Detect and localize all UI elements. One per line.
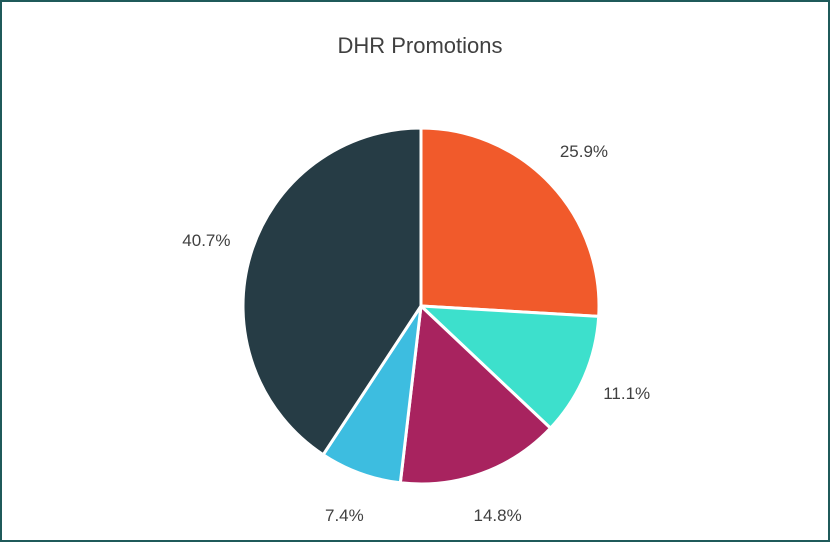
data-label: 25.9%	[560, 142, 608, 161]
data-label: 40.7%	[182, 231, 230, 250]
pie-slice	[241, 126, 423, 457]
data-label: 7.4%	[325, 506, 364, 525]
chart-title: DHR Promotions	[337, 33, 502, 58]
pie-slice	[398, 304, 552, 486]
data-label: 11.1%	[603, 384, 650, 403]
pie-slice	[419, 126, 601, 318]
pie-slice	[419, 304, 601, 430]
data-label: 14.8%	[474, 506, 522, 525]
